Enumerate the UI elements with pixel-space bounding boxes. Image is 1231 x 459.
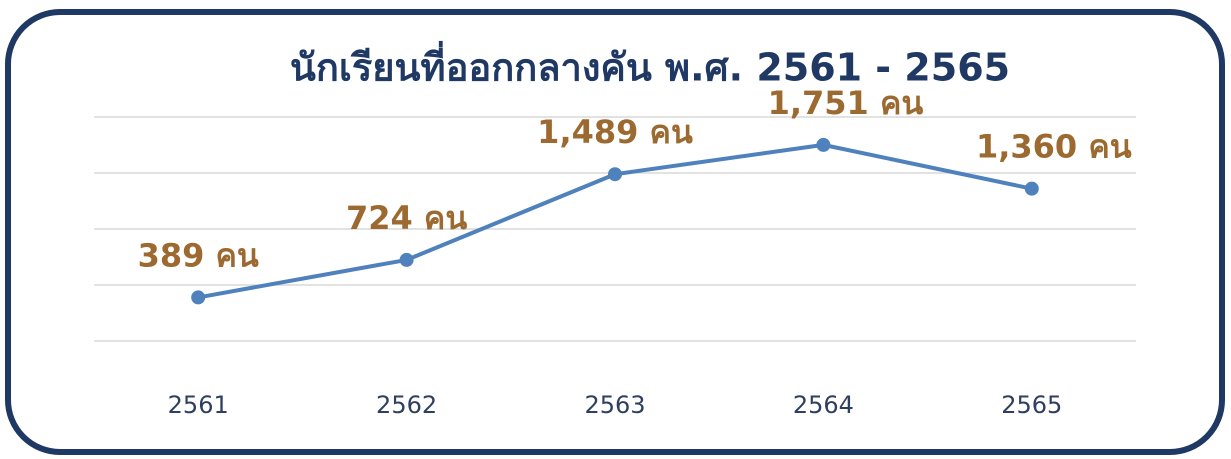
data-label: 389 คน [138,236,259,274]
data-label: 1,489 คน [537,113,693,151]
x-tick-label: 2561 [168,391,229,419]
x-tick-label: 2564 [793,391,854,419]
x-tick-label: 2562 [376,391,437,419]
x-tick-label: 2565 [1001,391,1062,419]
point [608,167,622,182]
data-label: 1,751 คน [768,84,924,122]
x-tick-label: 2563 [584,391,645,419]
point [1024,181,1039,196]
data-label: 724 คน [346,199,467,237]
chart-title: นักเรียนที่ออกกลางคัน พ.ศ. 2561 - 2565 [290,41,1010,90]
point [816,137,831,152]
frame [5,9,1225,455]
point [399,252,414,267]
point [191,290,206,305]
data-label: 1,360 คน [976,128,1132,166]
